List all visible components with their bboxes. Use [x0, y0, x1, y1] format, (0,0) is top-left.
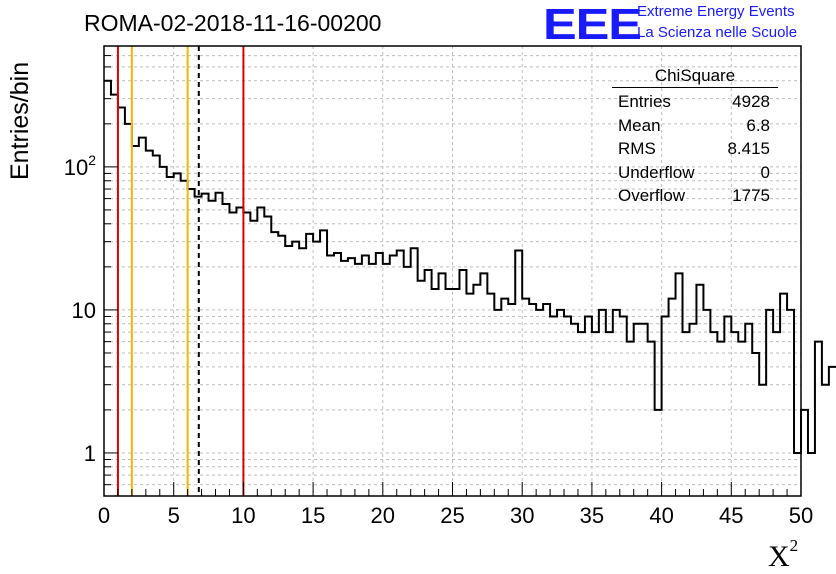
stat-label: Underflow	[618, 162, 695, 182]
axes-layer: 0 5 10 15 20 25 30 35 40 45 50 1 10 102	[64, 45, 813, 528]
x-tick-label: 15	[301, 503, 325, 528]
stat-label: Mean	[618, 115, 661, 135]
x-tick-label: 20	[371, 503, 395, 528]
stat-row-mean: Mean 6.8	[612, 114, 778, 138]
logo-line-1: Extreme Energy Events	[637, 3, 795, 20]
stat-row-entries: Entries 4928	[612, 90, 778, 114]
stats-title: ChiSquare	[612, 66, 778, 88]
x-axis-label-superscript: 2	[789, 536, 799, 555]
marker-lines-layer	[116, 46, 245, 496]
stat-label: Entries	[618, 92, 671, 111]
x-tick-label: 5	[168, 503, 180, 528]
logo-line-2: La Scienza nelle Scuole	[637, 24, 798, 41]
stat-value: 0	[760, 162, 770, 182]
x-tick-label: 50	[789, 503, 813, 528]
histogram-outline	[104, 79, 836, 454]
y-tick-label: 102	[64, 152, 96, 180]
stat-label: RMS	[618, 139, 656, 158]
x-tick-label: 40	[649, 503, 673, 528]
stats-box: ChiSquare Entries 4928 Mean 6.8 RMS 8.41…	[612, 66, 778, 208]
histogram-layer	[104, 79, 836, 454]
stat-label: Overflow	[618, 186, 686, 205]
eee-logo: EEE	[543, 0, 642, 49]
x-tick-label: 0	[98, 503, 110, 528]
stat-row-underflow: Underflow 0	[612, 161, 778, 185]
y-tick-label: 1	[84, 441, 96, 466]
page-title: ROMA-02-2018-11-16-00200	[84, 10, 382, 36]
stat-row-rms: RMS 8.415	[612, 137, 778, 161]
x-tick-label: 10	[231, 503, 255, 528]
x-tick-label: 35	[580, 503, 604, 528]
stat-value: 1775	[732, 186, 770, 205]
x-tick-label: 30	[510, 503, 534, 528]
x-tick-label: 25	[440, 503, 464, 528]
stat-value: 4928	[732, 92, 770, 111]
x-axis-label: X2	[768, 536, 798, 574]
stat-row-overflow: Overflow 1775	[612, 184, 778, 208]
stat-value: 8.415	[727, 139, 770, 158]
x-tick-label: 45	[719, 503, 743, 528]
y-tick-label: 10	[72, 298, 96, 323]
x-axis-label-base: X	[768, 540, 790, 573]
stat-value: 6.8	[746, 115, 770, 135]
